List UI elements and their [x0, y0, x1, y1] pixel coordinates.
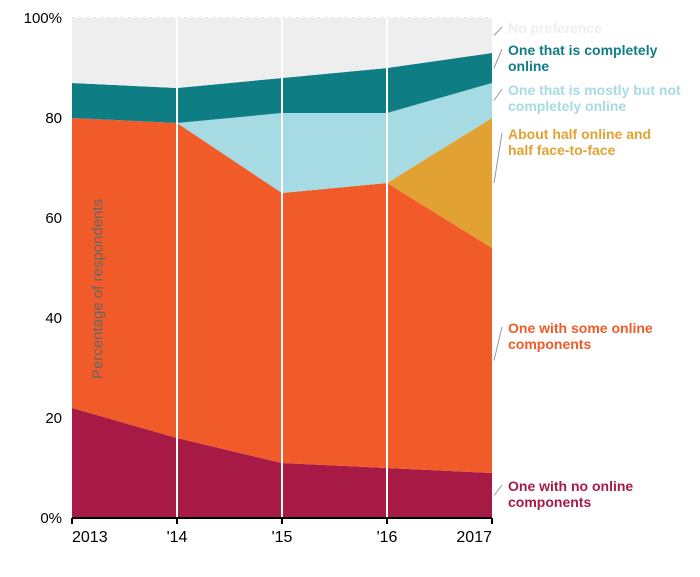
legend-label-half_half: About half online and half face-to-face [508, 126, 658, 158]
y-tick-label: 20 [45, 410, 62, 427]
x-tick-label: 2013 [72, 529, 108, 546]
legend-label-no_online: One with no online components [508, 478, 678, 510]
legend-label-no_pref: No preference [508, 20, 602, 36]
legend-label-fully_online: One that is completely online [508, 42, 698, 74]
x-tick-label: '16 [377, 529, 398, 546]
y-tick-label: 80 [45, 110, 62, 127]
x-tick-label: '14 [167, 529, 188, 546]
x-tick-label: '15 [272, 529, 293, 546]
y-tick-label: 60 [45, 210, 62, 227]
legend-label-some_online: One with some online components [508, 320, 658, 352]
y-tick-label: 100% [24, 10, 62, 27]
y-axis-label: Percentage of respondents [90, 198, 107, 378]
x-tick-label: 2017 [456, 529, 492, 546]
y-tick-label: 0% [40, 510, 62, 527]
y-tick-label: 40 [45, 310, 62, 327]
legend-label-mostly_online: One that is mostly but not completely on… [508, 82, 698, 114]
